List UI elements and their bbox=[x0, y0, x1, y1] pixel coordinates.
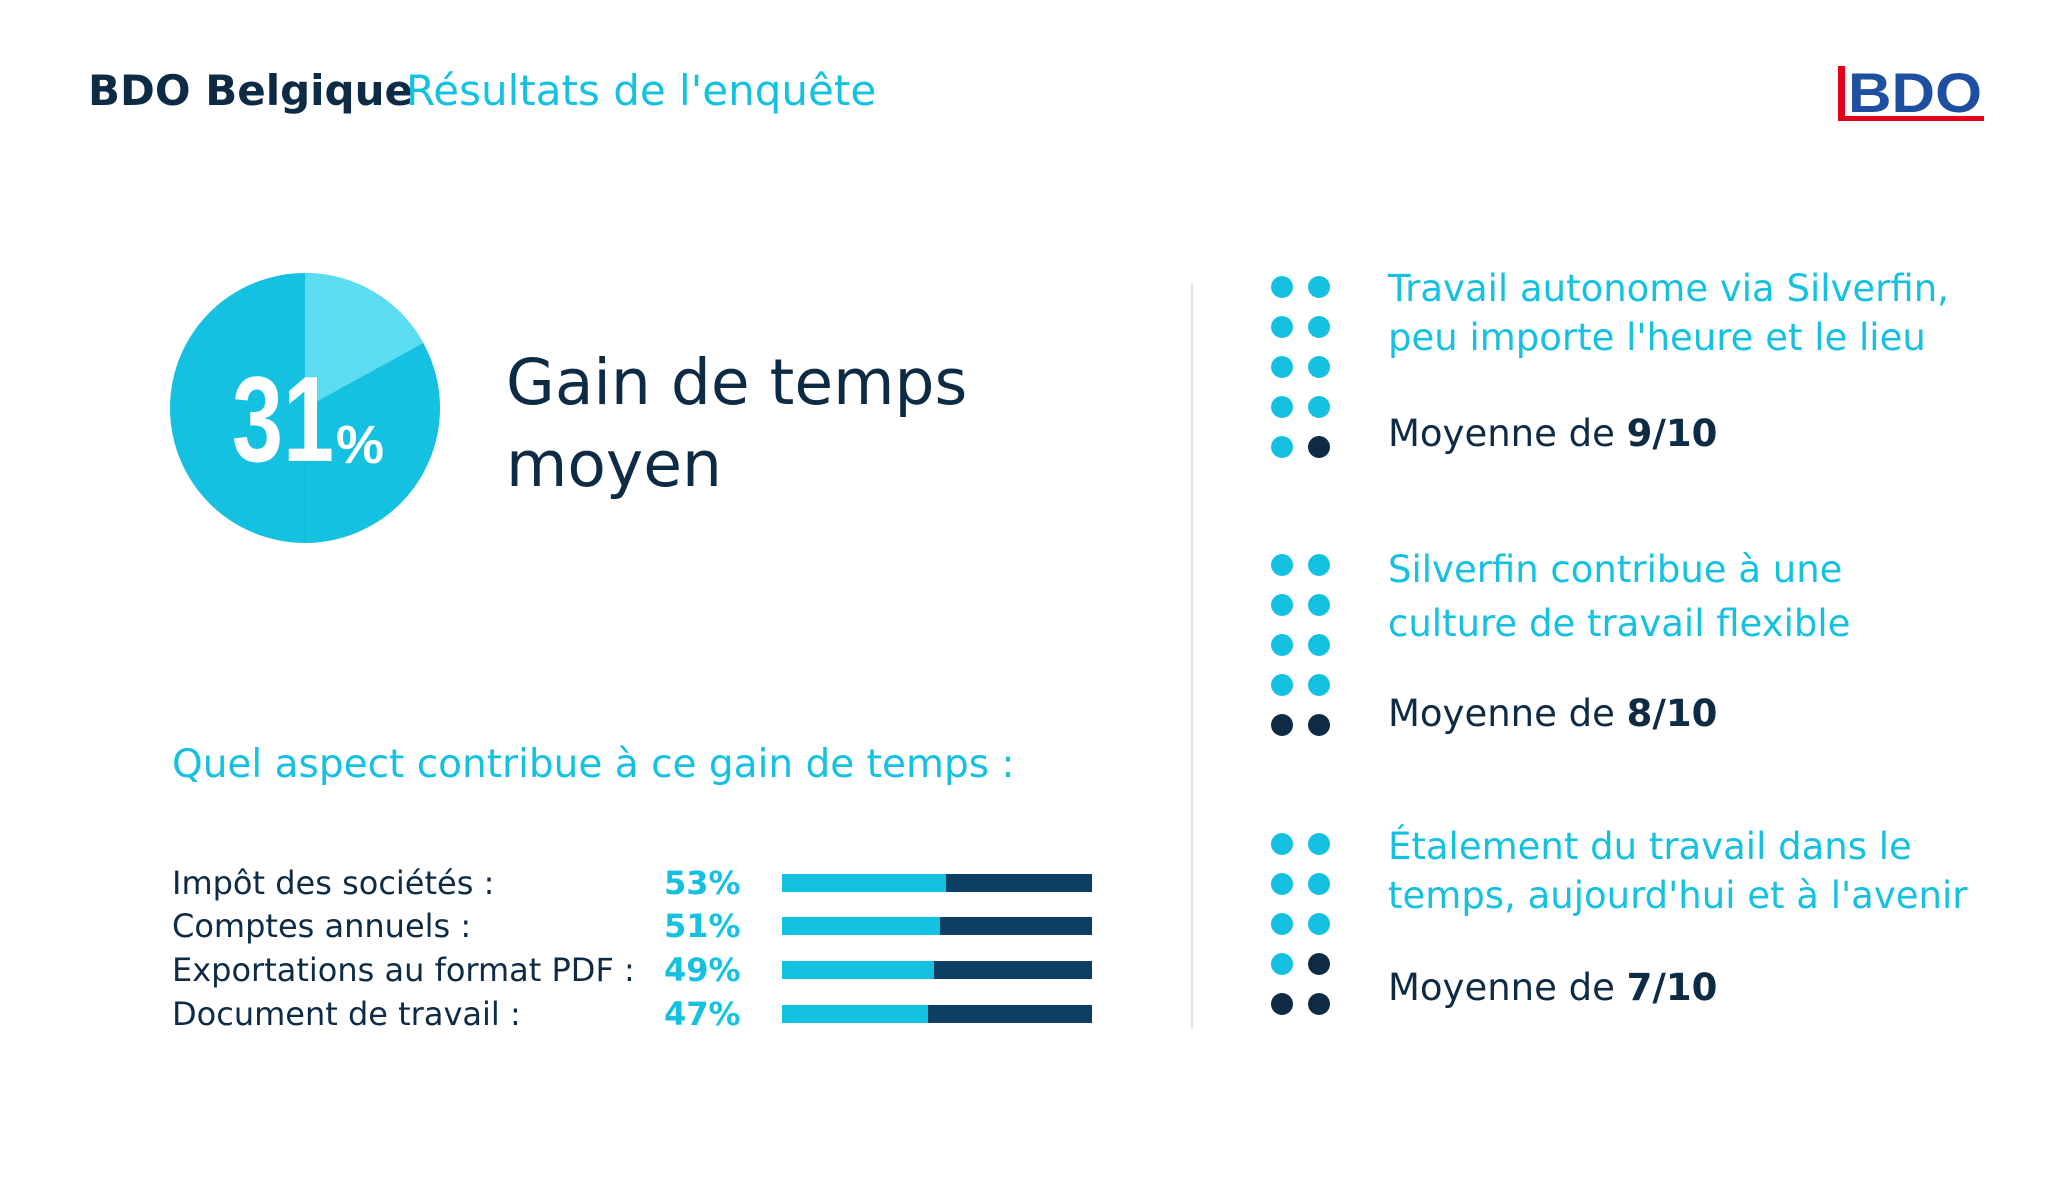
rating-title-line1: Silverfin contribue à une bbox=[1388, 548, 1843, 591]
rating-title-line2: peu importe l'heure et le lieu bbox=[1388, 316, 1926, 359]
gain-title: Gain de temps moyen bbox=[506, 342, 967, 506]
logo-red-bar bbox=[1838, 66, 1845, 118]
rating-dots bbox=[1271, 554, 1330, 736]
rating-dots bbox=[1271, 833, 1330, 1015]
rating-average: Moyenne de 8/10 bbox=[1388, 692, 1717, 735]
aspect-percent: 49% bbox=[664, 951, 741, 989]
vertical-divider bbox=[1191, 283, 1193, 1028]
rating-dot-filled bbox=[1308, 356, 1330, 378]
aspect-percent: 53% bbox=[664, 864, 741, 902]
pie-value-unit: % bbox=[336, 415, 384, 475]
rating-dot-filled bbox=[1308, 396, 1330, 418]
aspect-bar bbox=[782, 874, 1092, 892]
rating-average-value: 7/10 bbox=[1626, 966, 1718, 1009]
rating-average-prefix: Moyenne de bbox=[1388, 966, 1627, 1009]
rating-dot-empty bbox=[1271, 993, 1293, 1015]
rating-dot-empty bbox=[1308, 993, 1330, 1015]
aspect-bar bbox=[782, 917, 1092, 935]
rating-dot-filled bbox=[1308, 634, 1330, 656]
rating-dot-filled bbox=[1308, 554, 1330, 576]
rating-dot-empty bbox=[1308, 953, 1330, 975]
gain-title-line1: Gain de temps bbox=[506, 346, 968, 419]
rating-title-line1: Travail autonome via Silverfin, bbox=[1388, 267, 1949, 310]
rating-dot-filled bbox=[1308, 873, 1330, 895]
rating-dot-filled bbox=[1271, 436, 1293, 458]
aspect-percent: 47% bbox=[664, 995, 741, 1033]
rating-average-prefix: Moyenne de bbox=[1388, 692, 1627, 735]
rating-dot-filled bbox=[1308, 833, 1330, 855]
aspect-row: Comptes annuels : 51% bbox=[172, 907, 1102, 947]
rating-dot-empty bbox=[1308, 714, 1330, 736]
rating-dot-filled bbox=[1271, 913, 1293, 935]
rating-dot-filled bbox=[1308, 316, 1330, 338]
rating-average: Moyenne de 7/10 bbox=[1388, 966, 1717, 1009]
rating-dot-filled bbox=[1271, 634, 1293, 656]
aspect-bar-fill bbox=[782, 961, 934, 979]
gain-title-line2: moyen bbox=[506, 428, 722, 501]
brand-title: BDO Belgique bbox=[88, 66, 414, 115]
rating-dot-filled bbox=[1308, 276, 1330, 298]
rating-dot-filled bbox=[1271, 276, 1293, 298]
logo-red-underline bbox=[1838, 116, 1984, 121]
aspect-label: Comptes annuels : bbox=[172, 907, 472, 945]
rating-dot-filled bbox=[1271, 316, 1293, 338]
rating-dot-filled bbox=[1271, 594, 1293, 616]
rating-average: Moyenne de 9/10 bbox=[1388, 412, 1717, 455]
rating-title: Étalement du travail dans le temps, aujo… bbox=[1388, 822, 2008, 920]
aspect-row: Impôt des sociétés : 53% bbox=[172, 864, 1102, 904]
rating-dot-empty bbox=[1271, 714, 1293, 736]
aspect-bar-fill bbox=[782, 874, 947, 892]
aspects-question: Quel aspect contribue à ce gain de temps… bbox=[172, 742, 1015, 787]
aspect-percent: 51% bbox=[664, 907, 741, 945]
pie-value-number: 31 bbox=[232, 351, 334, 487]
aspect-row: Exportations au format PDF : 49% bbox=[172, 951, 1102, 991]
rating-dot-filled bbox=[1308, 594, 1330, 616]
rating-dot-filled bbox=[1271, 396, 1293, 418]
aspect-bar bbox=[782, 961, 1092, 979]
aspect-row: Document de travail : 47% bbox=[172, 995, 1102, 1035]
bdo-logo: BDO bbox=[1838, 61, 1984, 124]
rating-title: Silverfin contribue à une culture de tra… bbox=[1388, 543, 2008, 651]
rating-title: Travail autonome via Silverfin, peu impo… bbox=[1388, 264, 2008, 362]
rating-average-prefix: Moyenne de bbox=[1388, 412, 1627, 455]
time-gain-pie: 31 % bbox=[170, 273, 440, 543]
aspect-label: Impôt des sociétés : bbox=[172, 864, 495, 902]
logo-text: BDO bbox=[1848, 61, 1982, 124]
rating-dots bbox=[1271, 276, 1330, 458]
rating-dot-empty bbox=[1308, 436, 1330, 458]
rating-dot-filled bbox=[1271, 674, 1293, 696]
rating-dot-filled bbox=[1271, 554, 1293, 576]
pie-slice-highlight bbox=[305, 273, 424, 408]
aspect-label: Document de travail : bbox=[172, 995, 521, 1033]
aspect-bar-fill bbox=[782, 917, 941, 935]
aspect-bar bbox=[782, 1005, 1092, 1023]
rating-average-value: 8/10 bbox=[1626, 692, 1718, 735]
rating-dot-filled bbox=[1271, 833, 1293, 855]
survey-subtitle: Résultats de l'enquête bbox=[406, 66, 877, 115]
rating-dot-filled bbox=[1271, 953, 1293, 975]
rating-dot-filled bbox=[1271, 873, 1293, 895]
aspect-bar-fill bbox=[782, 1005, 928, 1023]
aspect-label: Exportations au format PDF : bbox=[172, 951, 635, 989]
rating-title-line2: temps, aujourd'hui et à l'avenir bbox=[1388, 874, 1968, 917]
rating-title-line2: culture de travail flexible bbox=[1388, 602, 1851, 645]
rating-average-value: 9/10 bbox=[1626, 412, 1718, 455]
rating-title-line1: Étalement du travail dans le bbox=[1388, 825, 1912, 868]
rating-dot-filled bbox=[1308, 913, 1330, 935]
rating-dot-filled bbox=[1308, 674, 1330, 696]
rating-dot-filled bbox=[1271, 356, 1293, 378]
